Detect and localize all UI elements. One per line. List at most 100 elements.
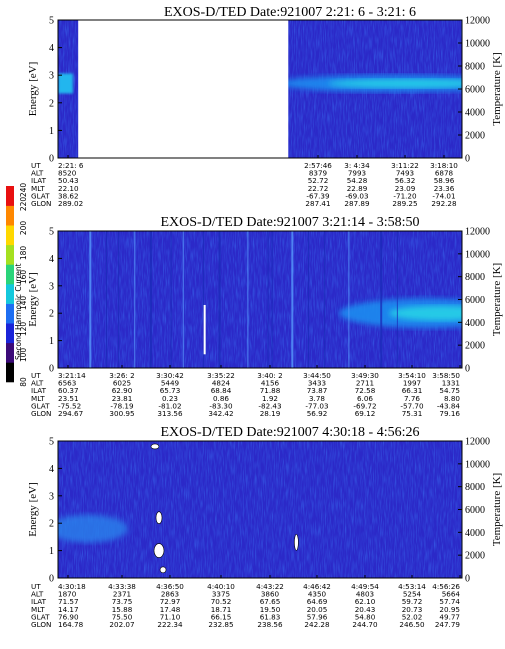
orbit-value: 50.43 <box>58 176 79 185</box>
orbit-value: 4:49:54 <box>351 582 379 591</box>
orbit-value: 58.96 <box>434 176 455 185</box>
colorbar-tick-label: 100 <box>19 348 28 363</box>
orbit-value: 4:40:10 <box>207 582 235 591</box>
y-tick-label: 3 <box>49 491 54 502</box>
orbit-value: 3:40: 2 <box>257 371 282 380</box>
orbit-value: 54.80 <box>355 612 376 621</box>
orbit-value: 3375 <box>212 590 230 599</box>
orbit-row-label: GLON <box>31 620 51 629</box>
orbit-value: 4:56:26 <box>432 582 460 591</box>
orbit-value: 3:21:14 <box>58 371 86 380</box>
saturated-blob <box>159 566 167 574</box>
y2-tick-label: 8000 <box>465 62 485 73</box>
orbit-value: -57.70 <box>400 401 424 410</box>
orbit-value: 62.10 <box>355 597 376 606</box>
orbit-value: 3:35:22 <box>207 371 235 380</box>
spectrogram-panel-1: EXOS-D/TED Date:921007 2:21: 6 - 3:21: 6… <box>27 5 503 208</box>
orbit-value: 19.50 <box>260 605 281 614</box>
orbit-value: 3: 4:34 <box>344 161 370 170</box>
orbit-row-label: ILAT <box>31 386 47 395</box>
orbit-value: 67.65 <box>260 597 281 606</box>
orbit-value: 75.31 <box>402 409 423 418</box>
colorbar-tick-label: 200 <box>19 221 28 236</box>
colorbar-tick-label: 140 <box>19 296 28 311</box>
colorbar-tick-label: 160 <box>19 270 28 285</box>
orbit-value: 6878 <box>435 169 454 178</box>
orbit-value: 18.71 <box>211 605 232 614</box>
orbit-value: 3.78 <box>309 394 325 403</box>
orbit-value: 8520 <box>58 169 77 178</box>
orbit-row-label: MLT <box>31 605 45 614</box>
orbit-value: 2863 <box>161 590 179 599</box>
colorbar-block <box>6 244 14 265</box>
orbit-value: 5254 <box>403 590 422 599</box>
y-tick-label: 0 <box>49 154 54 165</box>
orbit-value: 4:46:42 <box>303 582 331 591</box>
orbit-row-label: GLAT <box>31 401 50 410</box>
orbit-value: 23.09 <box>395 184 416 193</box>
orbit-value: 20.05 <box>307 605 328 614</box>
orbit-value: 6.06 <box>357 394 373 403</box>
y-tick-label: 5 <box>49 16 54 27</box>
orbit-value: 3:30:42 <box>156 371 184 380</box>
orbit-value: 5449 <box>161 379 180 388</box>
orbit-value: 242.28 <box>304 620 330 629</box>
orbit-value: 14.17 <box>58 605 79 614</box>
orbit-value: 3433 <box>308 379 326 388</box>
orbit-row-label: GLAT <box>31 612 50 621</box>
y-tick-label: 0 <box>49 574 54 585</box>
saturated-blob <box>155 511 163 525</box>
orbit-row-label: GLON <box>31 409 51 418</box>
orbit-value: 342.42 <box>208 409 233 418</box>
orbit-value: 3:44:50 <box>303 371 331 380</box>
orbit-value: 232.85 <box>208 620 233 629</box>
y2-tick-label: 12000 <box>465 437 490 448</box>
orbit-value: 8.80 <box>444 394 460 403</box>
orbit-value: 22.10 <box>58 184 79 193</box>
y2-tick-label: 10000 <box>465 39 490 50</box>
orbit-value: 2:57:46 <box>304 161 332 170</box>
orbit-value: 294.67 <box>58 409 83 418</box>
orbit-value: 6563 <box>58 379 76 388</box>
intensity-band-core <box>328 79 462 88</box>
y-tick-label: 5 <box>49 227 54 238</box>
colorbar-block <box>6 362 14 383</box>
orbit-value: 246.50 <box>399 620 425 629</box>
y-tick-label: 1 <box>49 336 54 347</box>
orbit-value: -71.20 <box>393 191 417 200</box>
y2-tick-label: 10000 <box>465 459 490 470</box>
orbit-row-label: UT <box>31 371 41 380</box>
orbit-value: 3:54:10 <box>398 371 426 380</box>
orbit-value: 71.88 <box>260 386 281 395</box>
orbit-row-label: GLON <box>31 199 51 208</box>
orbit-value: 8379 <box>309 169 328 178</box>
colorbar-block <box>6 342 14 363</box>
y2-tick-label: 8000 <box>465 482 485 493</box>
orbit-value: 70.52 <box>211 597 232 606</box>
orbit-value: 244.70 <box>352 620 378 629</box>
y2-tick-label: 12000 <box>465 16 490 27</box>
colorbar-tick-label: 220 <box>19 197 28 212</box>
orbit-value: 0.86 <box>213 394 229 403</box>
orbit-value: 287.89 <box>344 199 370 208</box>
y2-axis-label: Temperature [K] <box>491 52 503 125</box>
orbit-row-label: UT <box>31 582 41 591</box>
y-tick-label: 2 <box>49 98 54 109</box>
orbit-value: 71.10 <box>160 612 181 621</box>
colorbar-tick-label: 80 <box>19 377 28 387</box>
colorbar-tick-label: 120 <box>19 322 28 337</box>
orbit-row-label: ALT <box>31 379 44 388</box>
orbit-value: 164.78 <box>58 620 84 629</box>
orbit-value: 4:36:50 <box>156 582 184 591</box>
orbit-value: 1997 <box>403 379 421 388</box>
orbit-value: 62.90 <box>112 386 133 395</box>
y-axis-label: Energy [eV] <box>27 62 39 116</box>
colorbar-tick-label: 180 <box>19 246 28 261</box>
y2-tick-label: 10000 <box>465 249 490 260</box>
y-tick-label: 3 <box>49 281 54 292</box>
y2-tick-label: 8000 <box>465 272 485 283</box>
orbit-value: 7993 <box>348 169 366 178</box>
orbit-value: 28.19 <box>260 409 281 418</box>
y-tick-label: 3 <box>49 71 54 82</box>
saturated-blob <box>153 543 165 558</box>
